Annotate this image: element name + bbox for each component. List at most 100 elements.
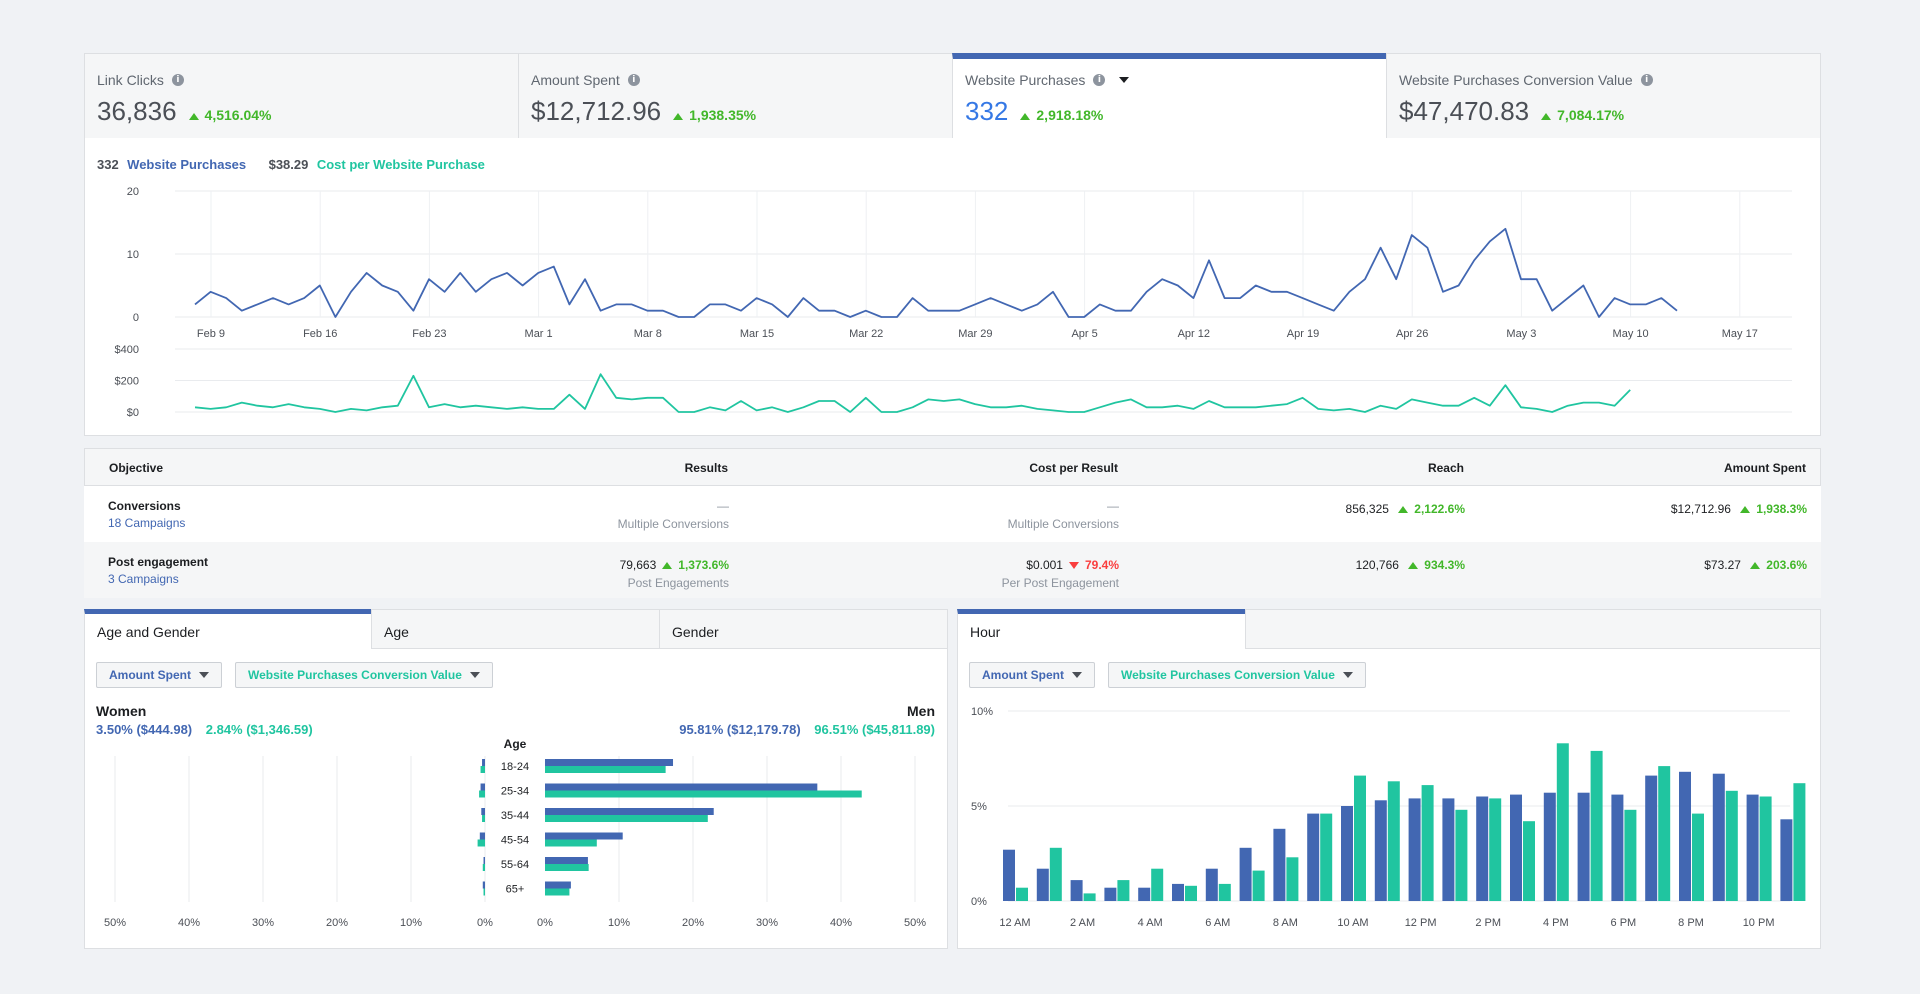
up-arrow-icon bbox=[673, 113, 684, 120]
up-arrow-icon bbox=[1408, 562, 1419, 569]
metric-tab-link-clicks[interactable]: Link Clicks i 36,836 4,516.04% bbox=[84, 53, 519, 139]
tab-hour[interactable]: Hour bbox=[957, 609, 1246, 649]
metric-label: Website Purchases Conversion Value bbox=[1399, 72, 1633, 88]
hour-value-bar bbox=[1016, 887, 1028, 901]
y-tick-label: $400 bbox=[115, 344, 139, 356]
hour-spent-bar bbox=[1239, 847, 1252, 901]
hour-spent-bar bbox=[1036, 868, 1049, 901]
y-tick-label: 20 bbox=[127, 186, 139, 198]
cpr-line: $0.001 79.4% bbox=[1002, 558, 1119, 572]
table-header: Objective Results Cost per Result Reach … bbox=[84, 448, 1821, 486]
women-value: 2.84% ($1,346.59) bbox=[205, 722, 313, 737]
women-value-bar bbox=[482, 815, 485, 822]
metric-change-value: 7,084.17% bbox=[1557, 107, 1625, 123]
col-amount-spent[interactable]: Amount Spent bbox=[1724, 461, 1806, 475]
hour-dropdown-amount-spent[interactable]: Amount Spent bbox=[969, 662, 1095, 688]
hour-spent-bar bbox=[1408, 798, 1421, 901]
y-tick-label: $0 bbox=[127, 407, 139, 419]
col-cost-per-result[interactable]: Cost per Result bbox=[1029, 461, 1118, 475]
x-tick-label: 12 PM bbox=[1405, 917, 1437, 929]
caret-down-icon[interactable] bbox=[1119, 77, 1130, 83]
x-tick-label: 30% bbox=[252, 917, 274, 929]
results-line: 79,663 1,373.6% bbox=[620, 558, 729, 572]
caret-down-icon bbox=[469, 672, 480, 678]
metric-label: Link Clicks bbox=[97, 72, 164, 88]
hour-spent-bar bbox=[1172, 883, 1184, 901]
info-icon[interactable]: i bbox=[627, 74, 640, 86]
hour-value-bar bbox=[1556, 743, 1569, 901]
reach-cell: 856,325 2,122.6% bbox=[1346, 502, 1465, 516]
col-objective[interactable]: Objective bbox=[109, 461, 164, 475]
objective-cell: Post engagement 3 Campaigns bbox=[108, 555, 208, 586]
col-results[interactable]: Results bbox=[684, 461, 728, 475]
women-spent-bar bbox=[483, 857, 485, 864]
tab-gender[interactable]: Gender bbox=[659, 609, 948, 649]
hour-dropdown-conversion-value[interactable]: Website Purchases Conversion Value bbox=[1108, 662, 1366, 688]
women-spent-bar bbox=[480, 783, 485, 791]
x-tick-label: 10 PM bbox=[1743, 917, 1775, 929]
x-tick-label: 6 PM bbox=[1611, 917, 1637, 929]
x-tick-label: May 17 bbox=[1722, 328, 1758, 340]
metric-dropdown-amount-spent[interactable]: Amount Spent bbox=[96, 662, 222, 688]
hour-value-bar bbox=[1354, 775, 1366, 901]
metric-tab-website-purchases[interactable]: Website Purchases i 332 2,918.18% bbox=[952, 53, 1387, 139]
campaigns-link[interactable]: 3 Campaigns bbox=[108, 572, 179, 586]
tab-age[interactable]: Age bbox=[371, 609, 660, 649]
caret-down-icon bbox=[1342, 672, 1353, 678]
x-tick-label: 10% bbox=[608, 917, 630, 929]
women-value-bar bbox=[483, 888, 485, 896]
men-value-bar bbox=[545, 790, 862, 798]
x-tick-label: 8 PM bbox=[1678, 917, 1704, 929]
hour-value-bar bbox=[1083, 893, 1096, 901]
info-icon[interactable]: i bbox=[1093, 74, 1106, 86]
metric-tab-conversion-value[interactable]: Website Purchases Conversion Value i $47,… bbox=[1386, 53, 1821, 139]
info-icon[interactable]: i bbox=[171, 74, 184, 86]
metric-tab-amount-spent[interactable]: Amount Spent i $12,712.96 1,938.35% bbox=[518, 53, 953, 139]
hour-spent-bar bbox=[1679, 771, 1691, 901]
purchases-legend: Website Purchases bbox=[127, 157, 247, 172]
women-value-bar bbox=[477, 839, 485, 847]
hour-value-bar bbox=[1725, 790, 1738, 901]
x-tick-label: 50% bbox=[104, 917, 126, 929]
col-reach[interactable]: Reach bbox=[1427, 461, 1464, 475]
metric-label: Amount Spent bbox=[531, 72, 620, 88]
cost-total: $38.29 bbox=[268, 157, 309, 172]
metric-dropdown-conversion-value[interactable]: Website Purchases Conversion Value bbox=[235, 662, 493, 688]
dropdown-label: Website Purchases Conversion Value bbox=[1121, 668, 1335, 682]
men-value: 96.51% ($45,811.89) bbox=[814, 722, 935, 737]
hour-value-bar bbox=[1421, 785, 1434, 901]
women-spent: 3.50% ($444.98) bbox=[96, 722, 193, 737]
men-values: 95.81% ($12,179.78) 96.51% ($45,811.89) bbox=[679, 722, 935, 737]
up-arrow-icon bbox=[1740, 506, 1751, 513]
objective-name: Post engagement bbox=[108, 555, 209, 569]
x-tick-label: Mar 15 bbox=[740, 328, 774, 340]
men-summary: Men 95.81% ($12,179.78) 96.51% ($45,811.… bbox=[679, 703, 935, 737]
hour-value-bar bbox=[1658, 766, 1671, 901]
y-tick-label: 10 bbox=[127, 249, 139, 261]
reach-value: 120,766 bbox=[1355, 558, 1399, 572]
hour-value-bar bbox=[1049, 847, 1062, 901]
women-values: 3.50% ($444.98) 2.84% ($1,346.59) bbox=[96, 722, 313, 737]
y-tick-label: 5% bbox=[971, 801, 987, 813]
hour-spent-bar bbox=[1442, 798, 1455, 901]
dropdown-label: Amount Spent bbox=[109, 668, 191, 682]
cpr-cell: — Multiple Conversions bbox=[1008, 499, 1119, 531]
cpr-value: — bbox=[1107, 499, 1119, 513]
men-spent-bar bbox=[545, 881, 571, 889]
women-spent-bar bbox=[479, 832, 485, 840]
tab-age-and-gender[interactable]: Age and Gender bbox=[84, 609, 372, 649]
dropdown-label: Amount Spent bbox=[982, 668, 1064, 682]
spent-cell: $12,712.96 1,938.3% bbox=[1671, 502, 1807, 516]
x-tick-label: Mar 1 bbox=[525, 328, 553, 340]
age-category-label: 35-44 bbox=[501, 810, 529, 822]
campaigns-link[interactable]: 18 Campaigns bbox=[108, 516, 186, 530]
info-icon[interactable]: i bbox=[1640, 74, 1653, 86]
hour-value-bar bbox=[1185, 885, 1197, 901]
reach-value: 856,325 bbox=[1345, 502, 1389, 516]
metric-change: 4,516.04% bbox=[188, 107, 271, 123]
hour-spent-bar bbox=[1374, 800, 1387, 901]
x-tick-label: Mar 29 bbox=[958, 328, 992, 340]
x-tick-label: 40% bbox=[830, 917, 852, 929]
x-tick-label: Apr 26 bbox=[1396, 328, 1428, 340]
hour-spent-bar bbox=[1780, 819, 1793, 901]
